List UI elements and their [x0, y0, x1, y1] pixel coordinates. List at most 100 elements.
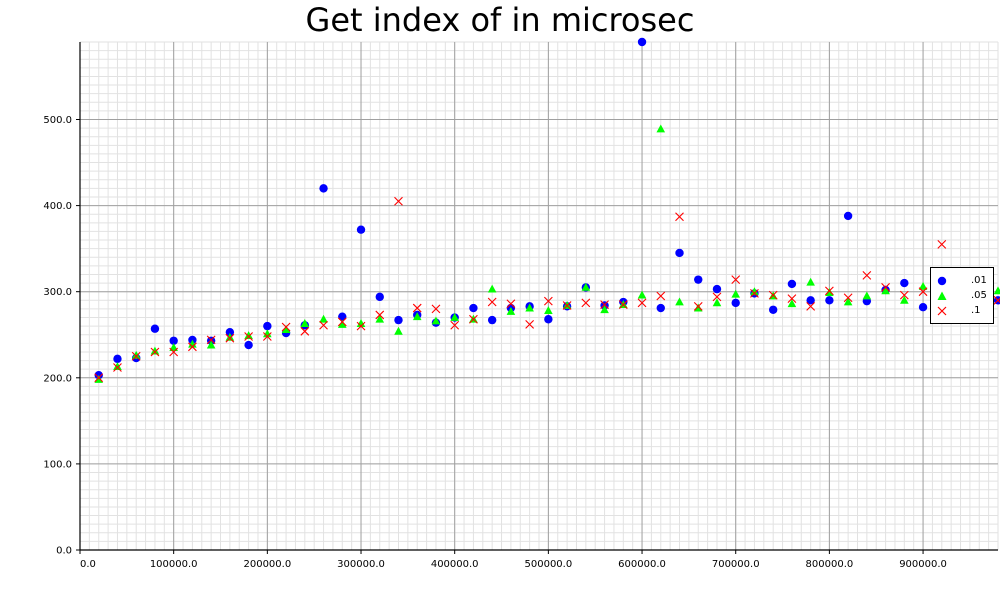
data-point: [244, 332, 254, 341]
series-p05: [94, 124, 1000, 383]
legend-entry-01: .01: [931, 274, 993, 288]
data-point: [469, 303, 478, 313]
data-point: [487, 297, 497, 307]
data-point: [113, 363, 122, 372]
data-point: [731, 289, 741, 298]
y-tick-label: 400.0: [43, 201, 72, 212]
legend-entry-05: .05: [931, 289, 993, 303]
data-point: [412, 303, 422, 313]
data-point: [750, 289, 759, 298]
data-point: [806, 277, 815, 286]
data-point: [562, 301, 572, 310]
data-point: [206, 340, 216, 349]
data-point: [656, 291, 666, 301]
data-point: [169, 343, 178, 352]
data-point: [825, 288, 834, 296]
y-tick-label: 100.0: [43, 459, 72, 470]
series-p1: [94, 196, 1000, 383]
data-point: [656, 124, 666, 133]
data-point: [431, 304, 441, 314]
data-point: [693, 303, 703, 312]
data-point: [131, 350, 141, 359]
x-tick-label: 800000.0: [806, 559, 854, 570]
data-point: [918, 287, 928, 297]
data-point: [600, 305, 609, 314]
data-point: [319, 320, 328, 330]
data-point: [319, 184, 328, 193]
y-tick-label: 0.0: [56, 546, 72, 557]
data-point: [281, 322, 291, 332]
data-point: [543, 296, 553, 306]
data-point: [712, 292, 722, 302]
data-point: [244, 331, 253, 340]
data-point: [338, 312, 347, 321]
data-point: [319, 314, 328, 323]
data-point: [544, 306, 553, 315]
data-point: [188, 339, 197, 348]
data-point: [900, 278, 909, 288]
data-point: [375, 292, 384, 302]
data-point: [937, 239, 947, 249]
data-point: [544, 315, 553, 324]
data-point: [675, 212, 684, 222]
y-tick-label: 200.0: [43, 373, 72, 384]
x-tick-label: 900000.0: [899, 559, 947, 570]
data-point: [225, 332, 235, 341]
data-point: [450, 313, 459, 321]
data-point: [881, 283, 890, 292]
data-point: [843, 211, 853, 221]
data-point: [131, 351, 141, 361]
data-point: [525, 303, 534, 312]
data-point: [918, 282, 928, 290]
data-point: [581, 298, 591, 308]
data-point: [244, 340, 253, 350]
data-point: [600, 300, 609, 309]
data-point: [731, 275, 741, 285]
data-point: [356, 319, 366, 327]
data-point: [94, 373, 104, 383]
y-tick-label: 500.0: [43, 115, 72, 126]
y-tick-label: 300.0: [43, 287, 72, 298]
data-point: [506, 306, 516, 315]
data-point: [412, 312, 422, 321]
legend-entry-1: .1: [931, 304, 993, 318]
x-tick-label: 400000.0: [431, 559, 479, 570]
data-point: [487, 284, 497, 293]
data-point: [825, 296, 834, 305]
legend: .01 .05 .1: [930, 267, 994, 324]
data-point: [394, 326, 403, 335]
data-point: [150, 346, 160, 355]
data-point: [356, 225, 366, 234]
data-point: [263, 321, 272, 331]
data-point: [337, 317, 347, 327]
data-point: [431, 316, 441, 325]
data-point: [881, 286, 890, 295]
data-point: [262, 332, 272, 341]
data-point: [637, 37, 647, 47]
legend-label: .05: [971, 290, 987, 301]
data-point: [862, 291, 872, 300]
data-point: [375, 310, 385, 320]
data-point: [394, 196, 403, 206]
data-point: [731, 298, 740, 308]
minor-grid: [79, 41, 999, 551]
data-point: [300, 326, 310, 336]
x-tick-label: 500000.0: [525, 559, 573, 570]
data-point: [806, 296, 815, 305]
data-point: [862, 270, 872, 280]
legend-label: .1: [971, 305, 981, 316]
data-point: [356, 321, 366, 331]
data-point: [469, 314, 478, 324]
data-point: [487, 315, 497, 325]
x-tick-label: 0.0: [80, 559, 96, 570]
data-point: [394, 315, 403, 325]
triangle-marker-icon: [937, 291, 947, 300]
data-point: [712, 284, 722, 294]
data-point: [150, 347, 160, 357]
data-point: [918, 302, 928, 312]
data-point: [843, 293, 853, 303]
data-point: [206, 335, 216, 345]
data-point: [94, 375, 104, 383]
data-point: [450, 320, 460, 330]
